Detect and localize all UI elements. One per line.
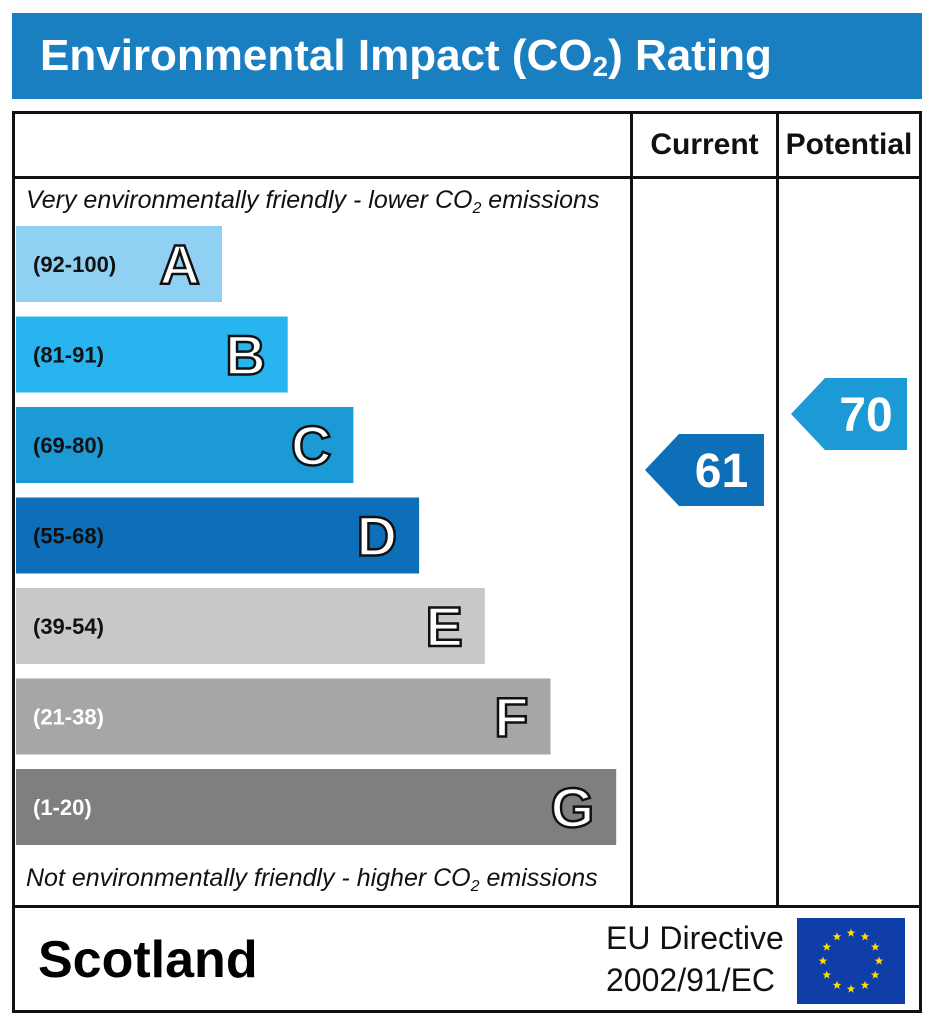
chart-title: Environmental Impact (CO2) Rating	[12, 13, 922, 99]
eu-flag-icon	[797, 918, 905, 1004]
title-end: ) Rating	[608, 31, 772, 80]
eu-star-icon	[874, 956, 884, 965]
eu-star-icon	[846, 928, 856, 937]
band-bar-f	[16, 678, 551, 755]
chart-frame	[12, 111, 922, 908]
current-arrow-shape	[645, 433, 764, 506]
eu-star-icon	[818, 956, 828, 965]
note-bottom-end: emissions	[479, 864, 598, 892]
band-a: (92-100) A	[16, 226, 222, 302]
current-rating-arrow: 61	[645, 433, 764, 506]
band-range-e: (39-54)	[33, 614, 104, 639]
note-top-subscript: 2	[472, 200, 482, 217]
band-letter-b: B	[225, 324, 265, 387]
divider-current	[630, 111, 633, 908]
eu-star-icon	[832, 932, 842, 941]
band-b: (81-91) B	[16, 316, 288, 393]
band-letter-e: E	[425, 595, 462, 658]
column-header-potential: Potential	[785, 128, 913, 161]
band-range-d: (55-68)	[33, 524, 104, 549]
band-e: (39-54) E	[16, 588, 485, 664]
note-bottom-subscript: 2	[470, 878, 480, 895]
eu-star-icon	[846, 984, 856, 993]
band-f: (21-38) F	[16, 678, 551, 755]
eu-star-icon	[822, 970, 832, 979]
title-main: Environmental Impact (CO	[40, 31, 593, 80]
band-c: (69-80) C	[16, 407, 354, 483]
eu-star-icon	[860, 932, 870, 941]
band-letter-a: A	[160, 233, 200, 296]
band-letter-c: C	[291, 414, 331, 477]
eu-star-icon	[870, 942, 880, 951]
potential-rating-arrow: 70	[791, 377, 907, 450]
current-rating-value: 61	[695, 445, 748, 498]
directive-line-2: 2002/91/EC	[606, 962, 776, 998]
note-top-end: emissions	[481, 186, 600, 214]
title-subscript: 2	[592, 51, 609, 82]
divider-potential	[776, 111, 779, 908]
band-range-f: (21-38)	[33, 705, 104, 730]
column-header-current: Current	[650, 128, 759, 161]
potential-rating-value: 70	[839, 389, 892, 442]
eu-star-icon	[832, 980, 842, 989]
band-letter-f: F	[494, 686, 528, 749]
band-range-c: (69-80)	[33, 433, 104, 458]
band-bar-b	[16, 316, 288, 393]
potential-arrow-shape	[791, 377, 907, 450]
note-bottom-main: Not environmentally friendly - higher CO	[26, 864, 471, 892]
note-top-main: Very environmentally friendly - lower CO	[26, 186, 473, 214]
band-bar-d	[16, 497, 420, 574]
band-bar-g	[16, 769, 617, 845]
band-range-b: (81-91)	[33, 343, 104, 368]
header-divider	[12, 176, 922, 179]
band-letter-g: G	[551, 776, 595, 839]
eu-star-icon	[870, 970, 880, 979]
band-g: (1-20) G	[16, 769, 617, 845]
directive-line-1: EU Directive	[606, 920, 784, 956]
eu-star-icon	[860, 980, 870, 989]
band-bar-c	[16, 407, 354, 483]
region-label: Scotland	[38, 931, 258, 989]
band-bar-a	[16, 226, 222, 302]
band-d: (55-68) D	[16, 497, 420, 574]
footer	[12, 908, 922, 1013]
note-top: Very environmentally friendly - lower CO…	[26, 186, 600, 217]
eu-star-icon	[822, 942, 832, 951]
note-bottom: Not environmentally friendly - higher CO…	[26, 864, 598, 895]
band-letter-d: D	[357, 505, 397, 568]
band-bar-e	[16, 588, 485, 664]
band-range-g: (1-20)	[33, 795, 92, 820]
band-range-a: (92-100)	[33, 252, 116, 277]
